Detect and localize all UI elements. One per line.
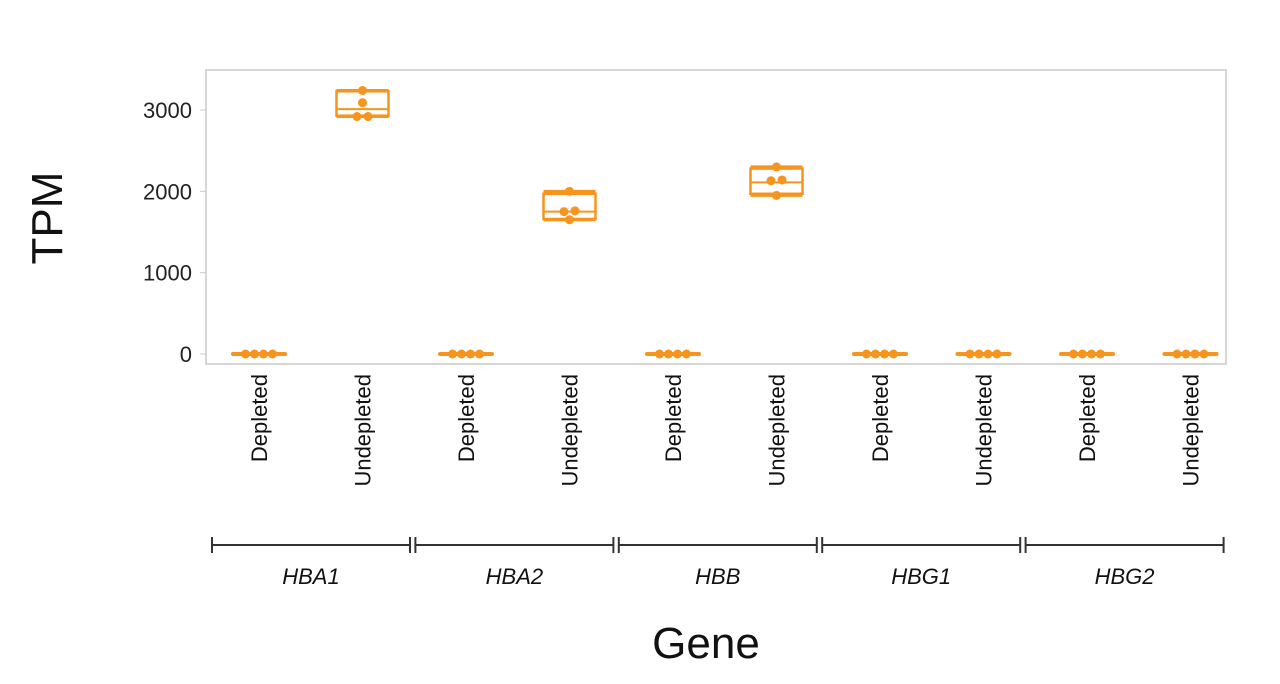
x-tick-label: Depleted: [868, 374, 893, 462]
box-hbg2-undepleted: [1162, 349, 1219, 359]
gene-group-hba2: HBA2: [414, 537, 615, 589]
data-point: [766, 176, 776, 186]
box-hba1-depleted: [231, 349, 287, 359]
data-point: [862, 349, 871, 359]
data-point: [448, 349, 457, 359]
box-hbg2-depleted: [1059, 349, 1115, 359]
y-tick-label: 2000: [143, 179, 192, 204]
y-axis-title: TPM: [23, 172, 72, 265]
data-point: [565, 186, 574, 196]
y-axis: 0 1000 2000 3000: [143, 98, 206, 367]
box-hbb-undepleted: [749, 162, 804, 200]
data-point: [475, 349, 484, 359]
data-point: [1087, 349, 1096, 359]
data-point: [250, 349, 259, 359]
data-point: [655, 349, 664, 359]
data-point: [363, 112, 373, 122]
box-hba2-depleted: [438, 349, 494, 359]
gene-label: HBA2: [486, 564, 543, 589]
data-point: [358, 98, 367, 108]
x-tick-label: Undepleted: [558, 374, 583, 487]
data-point: [682, 349, 691, 359]
gene-label: HBG2: [1095, 564, 1155, 589]
x-tick-label: Undepleted: [765, 374, 790, 487]
box-body: [542, 192, 597, 221]
gene-group-hbg2: HBG2: [1024, 537, 1225, 589]
data-point: [880, 349, 889, 359]
data-point: [1172, 349, 1182, 359]
gene-label: HBB: [695, 564, 740, 589]
data-point: [664, 349, 673, 359]
x-tick-label: Depleted: [247, 374, 272, 462]
data-point: [1181, 349, 1191, 359]
x-axis-gene-groups: HBA1 HBA2 HBB HBG1 HBG2: [211, 537, 1225, 589]
x-tick-label: Depleted: [454, 374, 479, 462]
box-body: [749, 167, 804, 196]
data-point: [559, 207, 569, 217]
box-hbb-depleted: [645, 349, 701, 359]
data-point: [965, 349, 975, 359]
box-hba2-undepleted: [542, 186, 597, 225]
x-tick-label: Undepleted: [351, 374, 376, 487]
data-point: [871, 349, 880, 359]
gene-label: HBA1: [282, 564, 339, 589]
box-hbg1-depleted: [852, 349, 908, 359]
data-point: [983, 349, 993, 359]
box-hba1-undepleted: [335, 85, 390, 122]
data-point: [268, 349, 277, 359]
data-point: [673, 349, 682, 359]
box-hbg1-undepleted: [955, 349, 1012, 359]
data-point: [466, 349, 475, 359]
data-point: [565, 215, 574, 225]
gene-group-hbg1: HBG1: [821, 537, 1022, 589]
data-point: [1199, 349, 1209, 359]
x-axis-title: Gene: [652, 619, 760, 668]
data-point: [259, 349, 268, 359]
data-point: [889, 349, 898, 359]
y-tick-label: 0: [180, 342, 192, 367]
data-point: [570, 206, 580, 216]
data-point: [1096, 349, 1105, 359]
x-tick-label: Undepleted: [1179, 374, 1204, 487]
x-axis-condition-labels: Depleted Undepleted Depleted Undepleted Depl…: [247, 374, 1204, 487]
plot-frame: [205, 69, 1227, 365]
x-tick-label: Depleted: [661, 374, 686, 462]
x-tick-label: Undepleted: [972, 374, 997, 487]
data-point: [974, 349, 984, 359]
data-point: [457, 349, 466, 359]
data-point: [772, 162, 781, 172]
data-point: [1069, 349, 1078, 359]
x-tick-label: Depleted: [1075, 374, 1100, 462]
y-tick-label: 1000: [143, 261, 192, 286]
data-point: [358, 85, 367, 95]
gene-label: HBG1: [891, 564, 951, 589]
data-point: [352, 112, 362, 122]
gene-group-hbb: HBB: [617, 537, 818, 589]
y-tick-label: 3000: [143, 98, 192, 123]
gene-group-hba1: HBA1: [211, 537, 411, 589]
data-point: [777, 175, 787, 185]
data-point: [1078, 349, 1087, 359]
box-series: [231, 85, 1219, 359]
data-point: [772, 190, 781, 200]
data-point: [992, 349, 1002, 359]
data-point: [1190, 349, 1200, 359]
data-point: [241, 349, 250, 359]
